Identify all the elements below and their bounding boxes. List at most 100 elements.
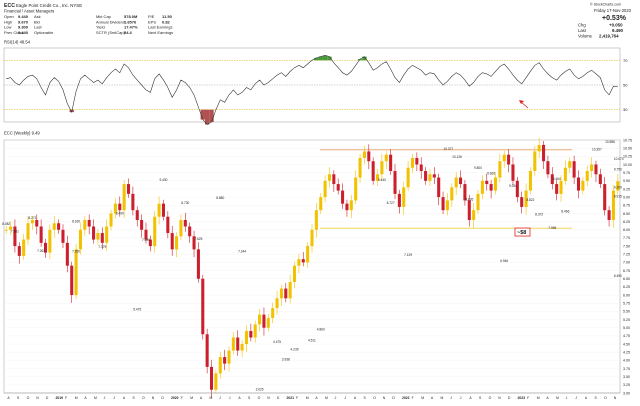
- quote-value: 1.6576: [124, 19, 137, 24]
- rsi-oversold-fill: [204, 109, 210, 125]
- candle-body: [30, 219, 34, 224]
- x-tick-label: A: [84, 396, 87, 400]
- candle-body: [384, 154, 388, 162]
- quote-key: Bid: [34, 19, 40, 24]
- candle-body: [393, 171, 397, 194]
- price-tick-label: 8.25: [623, 220, 630, 224]
- x-tick-label: O: [142, 396, 145, 400]
- price-tick-label: 5.75: [623, 302, 630, 306]
- rsi-overbought-fill: [318, 56, 323, 61]
- x-tick-label: J: [104, 396, 106, 400]
- candle-body: [292, 265, 297, 283]
- price-annotation: 4.860: [317, 327, 325, 331]
- x-tick-label: M: [556, 396, 559, 400]
- candle-body: [135, 210, 139, 220]
- candle-body: [463, 184, 467, 201]
- price-tick-label: 9.50: [623, 179, 630, 183]
- candle-body: [327, 174, 332, 181]
- price-annotation: 8.727: [387, 201, 395, 205]
- price-tick-label: 6.50: [623, 277, 630, 281]
- candle-body: [445, 200, 449, 211]
- target-box: [514, 227, 531, 237]
- rsi-overbought-fill: [357, 59, 363, 61]
- candle-body: [227, 350, 231, 364]
- price-tick-label: 10.75: [623, 138, 632, 142]
- candle-body: [441, 197, 445, 211]
- candle-body: [175, 236, 179, 250]
- candle-body: [57, 223, 61, 230]
- price-tick-label: 3.75: [623, 367, 630, 371]
- candle-body: [201, 278, 205, 335]
- candle-body: [87, 219, 91, 227]
- price-tick-label: 3.50: [623, 375, 630, 379]
- candle-body: [122, 184, 126, 211]
- quote-key: Mkt Cap: [96, 14, 112, 19]
- x-tick-label: F: [181, 396, 183, 400]
- candle-body: [196, 249, 200, 279]
- candle-body: [275, 298, 279, 309]
- company-label: Eagle Point Credit Co., Inc. NYSE: [16, 3, 82, 8]
- candle-body: [35, 219, 39, 227]
- x-tick-label: J: [344, 396, 346, 400]
- price-annotation: 7.129: [404, 253, 412, 257]
- change-value: +0.050: [609, 23, 623, 28]
- x-tick-label: A: [354, 396, 357, 400]
- candle-body: [555, 184, 559, 194]
- candle-body: [218, 357, 222, 374]
- x-tick-label: N: [383, 396, 386, 400]
- candle-body: [118, 203, 122, 211]
- price-annotation: 4.511: [308, 339, 316, 343]
- candle-body: [585, 171, 589, 181]
- candle-body: [231, 337, 235, 351]
- price-annotation: 8.372: [535, 213, 543, 217]
- x-tick-label: O: [489, 396, 492, 400]
- candle-body: [109, 213, 113, 227]
- price-annotation: 9.464: [553, 177, 561, 181]
- candle-body: [476, 193, 480, 211]
- candle-body: [262, 314, 266, 328]
- price-annotation: 8.160: [72, 220, 80, 224]
- candle-body: [524, 190, 528, 207]
- rsi-line: [6, 55, 618, 125]
- candle-body: [402, 187, 406, 207]
- price-tick-label: 7.00: [623, 261, 630, 265]
- price-annotation: 7.596: [142, 238, 150, 242]
- candle-body: [616, 181, 620, 191]
- quote-value: 9.670: [18, 19, 29, 24]
- price-tick-label: 9.00: [623, 195, 630, 199]
- candle-body: [266, 317, 270, 328]
- price-tick-label: 6.75: [623, 269, 630, 273]
- candle-body: [140, 219, 144, 230]
- candle-body: [581, 180, 585, 191]
- price-annotation: 8.400: [116, 212, 124, 216]
- price-tick-label: 3.00: [623, 391, 630, 395]
- candle-body: [188, 226, 192, 237]
- x-tick-label: M: [440, 396, 443, 400]
- x-tick-label: F: [412, 396, 414, 400]
- price-annotation: 9.440: [378, 178, 386, 182]
- quote-key: Prev Close: [4, 30, 24, 35]
- candle-body: [389, 154, 393, 172]
- candle-body: [489, 184, 493, 191]
- x-tick-label: O: [27, 396, 30, 400]
- x-tick-label: A: [123, 396, 126, 400]
- price-annotation: 6.946: [500, 259, 508, 263]
- candle-body: [161, 203, 165, 217]
- candle-body: [22, 239, 26, 256]
- rsi-overbought-fill: [322, 55, 328, 61]
- rsi-oversold-fill: [200, 109, 205, 120]
- candle-body: [78, 229, 82, 250]
- price-annotation: 8.915: [614, 195, 622, 199]
- target-label: ~$8: [517, 230, 526, 236]
- quote-key: Optionable: [34, 30, 54, 35]
- x-tick-label: S: [132, 396, 135, 400]
- candle-body: [424, 171, 428, 181]
- candle-body: [485, 180, 489, 185]
- candle-body: [419, 164, 423, 172]
- candle-body: [192, 236, 196, 250]
- price-tick-label: 6.25: [623, 285, 630, 289]
- x-tick-label: J: [113, 396, 115, 400]
- price-tick-label: 3.25: [623, 383, 630, 387]
- x-tick-label: 2023: [517, 396, 525, 400]
